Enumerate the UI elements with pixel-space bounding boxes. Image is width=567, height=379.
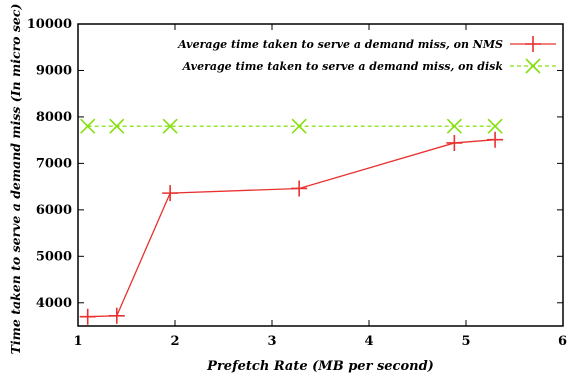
series-0 — [79, 131, 504, 325]
x-tick-label: 1 — [73, 334, 82, 349]
y-tick-label: 5000 — [36, 249, 72, 264]
x-tick-label: 5 — [461, 334, 470, 349]
data-point — [162, 185, 179, 202]
x-tick-label: 3 — [267, 334, 276, 349]
data-point — [446, 134, 463, 151]
legend-swatch-marker — [525, 36, 541, 52]
data-point — [79, 308, 96, 325]
y-tick-label: 7000 — [36, 156, 72, 171]
data-point — [291, 118, 307, 134]
x-axis-label: Prefetch Rate (MB per second) — [206, 359, 434, 374]
plot-frame — [77, 23, 564, 327]
y-tick-label: 6000 — [36, 203, 72, 218]
y-tick-label: 8000 — [36, 110, 72, 125]
legend-label: Average time taken to serve a demand mis… — [177, 38, 503, 51]
data-point — [108, 307, 125, 324]
y-tick-label: 4000 — [36, 296, 72, 311]
series-line — [87, 139, 496, 318]
x-tick-label: 6 — [558, 334, 567, 349]
data-point — [162, 118, 178, 134]
data-point — [487, 118, 503, 134]
legend-swatch-marker — [525, 58, 541, 74]
series-1 — [80, 118, 503, 134]
data-point — [487, 131, 504, 148]
x-tick-label: 2 — [170, 334, 179, 349]
data-point — [446, 118, 462, 134]
legend: Average time taken to serve a demand mis… — [177, 36, 556, 74]
y-tick-label: 9000 — [36, 63, 72, 78]
data-point — [109, 118, 125, 134]
plot-series — [79, 118, 504, 325]
data-point — [291, 180, 308, 197]
data-point — [80, 118, 96, 134]
y-axis-label: Time taken to serve a demand miss (In mi… — [8, 4, 23, 355]
y-tick-label: 10000 — [27, 17, 72, 32]
x-tick-label: 4 — [364, 334, 373, 349]
legend-label: Average time taken to serve a demand mis… — [182, 60, 504, 73]
